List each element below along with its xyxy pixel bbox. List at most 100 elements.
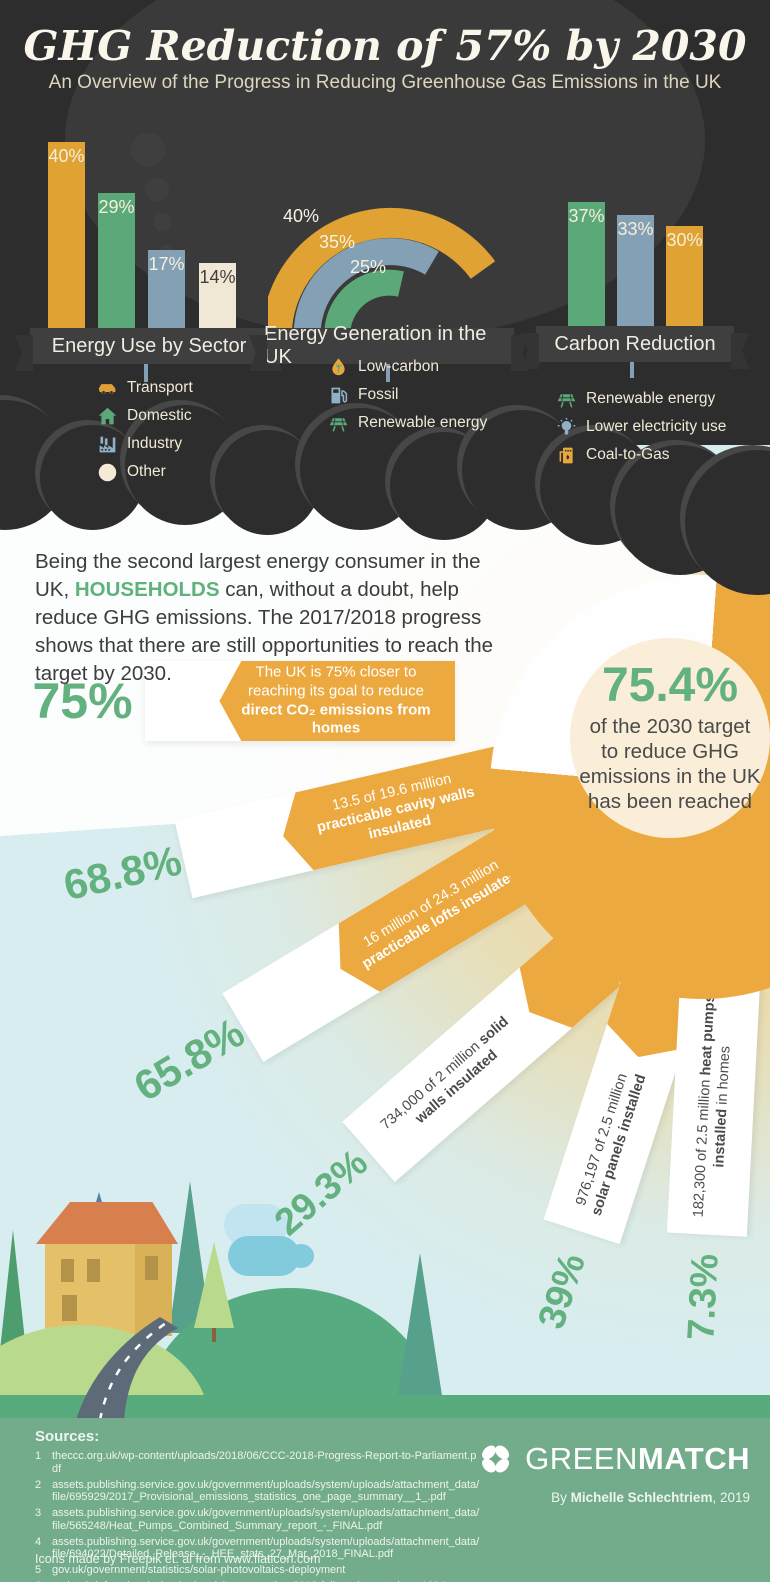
light-bulb-icon xyxy=(557,417,576,434)
ribbon-stem xyxy=(630,362,634,378)
source-item[interactable]: 1 theccc.org.uk/wp-content/uploads/2018/0… xyxy=(35,1450,480,1476)
source-url[interactable]: assets.publishing.service.gov.uk/governm… xyxy=(52,1478,480,1504)
source-url[interactable]: gov.uk/government/statistics/solar-photo… xyxy=(52,1564,346,1576)
ray-text: 182,300 of 2.5 million heat pumps instal… xyxy=(690,993,738,1220)
legend-label: Industry xyxy=(127,435,183,452)
solar-panel-icon xyxy=(329,417,348,432)
grass-strip xyxy=(0,1395,770,1419)
bar-value-label: 14% xyxy=(199,267,236,287)
ray-fill xyxy=(219,661,455,741)
ribbon-energy-use: Energy Use by Sector xyxy=(30,328,268,364)
source-item[interactable]: 6 carbonbrief.org/analysis-uk-electricity… xyxy=(35,1580,480,1582)
arc-chart-energy-generation xyxy=(268,207,496,353)
ray-text-segment: in homes xyxy=(714,1045,734,1110)
legend-item-industry: Industry xyxy=(97,433,193,455)
legend-label: Low-carbon xyxy=(358,358,439,375)
legend-label: Renewable energy xyxy=(586,390,716,407)
source-url[interactable]: carbonbrief.org/analysis-uk-electricity-… xyxy=(52,1580,446,1582)
sun-headline: 75.4% of the 2030 target to reduce GHG e… xyxy=(570,638,770,838)
bar-industry: 17% xyxy=(148,250,185,330)
circle-icon xyxy=(98,463,117,481)
source-number: 1 xyxy=(35,1450,42,1462)
bar-value-label: 30% xyxy=(666,230,703,250)
smoke-puff xyxy=(145,178,169,202)
ray-percentage: 68.8% xyxy=(59,836,186,910)
intro-text: Being the second largest energy consumer… xyxy=(35,550,481,601)
source-url[interactable]: theccc.org.uk/wp-content/uploads/2018/06… xyxy=(52,1450,477,1475)
ray-percentage: 7.3% xyxy=(679,1252,727,1342)
ray-text: The UK is 75% closer to reaching its goa… xyxy=(227,664,445,739)
smoke-puff xyxy=(131,133,165,167)
source-item[interactable]: 5 gov.uk/government/statistics/solar-phot… xyxy=(35,1564,480,1577)
cloud-shape xyxy=(288,1244,314,1268)
bar-transport: 40% xyxy=(48,142,85,330)
legend-label: Other xyxy=(127,463,166,480)
arc-value-label: 35% xyxy=(319,232,356,252)
house-front xyxy=(45,1240,135,1336)
icon-credits: Icons made by Freepik et. al from www.fl… xyxy=(35,1552,321,1566)
sun-headline-value: 75.4% xyxy=(601,659,739,712)
legend-item-transport: Transport xyxy=(97,377,193,399)
solar-panel-icon xyxy=(557,393,576,408)
legend-item-domestic: Domestic xyxy=(97,405,193,427)
sun-headline-caption: of the 2030 target to reduce GHG emissio… xyxy=(579,715,761,813)
ribbon-carbon-reduction: Carbon Reduction xyxy=(536,326,734,362)
page-subtitle: An Overview of the Progress in Reducing … xyxy=(48,72,722,93)
source-url[interactable]: assets.publishing.service.gov.uk/governm… xyxy=(52,1507,480,1532)
source-item[interactable]: 3 assets.publishing.service.gov.uk/govern… xyxy=(35,1507,480,1533)
byline-prefix: By xyxy=(551,1490,571,1505)
header-cloud-section: GHG Reduction of 57% by 2030 An Overview… xyxy=(0,0,770,620)
legend-label: Coal-to-Gas xyxy=(586,446,670,463)
fuel-pump-icon xyxy=(331,387,348,403)
source-number: 2 xyxy=(35,1478,42,1491)
bar-lower-electricity: 33% xyxy=(617,215,654,330)
source-url[interactable]: assets.publishing.service.gov.uk/governm… xyxy=(52,1535,480,1561)
byline: By Michelle Schlechtriem, 2019 xyxy=(478,1490,750,1505)
legend-label: Renewable energy xyxy=(358,414,488,431)
ray-text-bold: direct CO₂ emissions from homes xyxy=(241,701,431,737)
source-number: 5 xyxy=(35,1564,42,1576)
legend-item-fossil: Fossil xyxy=(328,384,487,406)
footer: Sources: 1 theccc.org.uk/wp-content/uploa… xyxy=(0,1418,770,1582)
legend-label: Domestic xyxy=(127,407,192,424)
intro-text: can, without a doubt, help reduce GHG em… xyxy=(35,577,494,685)
arc-value-label: 25% xyxy=(350,257,387,277)
greenmatch-brand: GREENMATCH By Michelle Schlechtriem, 201… xyxy=(478,1432,750,1505)
road xyxy=(76,1317,178,1420)
ribbon-stem xyxy=(386,364,390,382)
byline-suffix: , 2019 xyxy=(712,1490,750,1505)
brand-green: GREEN xyxy=(525,1441,638,1476)
bar-value-label: 37% xyxy=(568,206,605,226)
gas-pump-icon xyxy=(559,447,573,463)
legend-item-low-carbon: Low-carbon xyxy=(328,356,487,378)
bar-renewable-energy: 37% xyxy=(568,202,605,330)
brand-match: MATCH xyxy=(637,1441,750,1476)
page-title: GHG Reduction of 57% by 2030 xyxy=(23,22,747,70)
house-icon xyxy=(98,407,117,424)
bar-domestic: 29% xyxy=(98,193,135,330)
legend-energy-generation: Low-carbon Fossil Renewable energy xyxy=(328,356,487,434)
factory-icon xyxy=(99,436,116,452)
house-window xyxy=(145,1256,158,1280)
source-item[interactable]: 4 assets.publishing.service.gov.uk/govern… xyxy=(35,1536,480,1562)
arc-value-label: 40% xyxy=(283,206,320,226)
intro-highlight: HOUSEHOLDS xyxy=(74,577,220,601)
brand-wordmark: GREENMATCH xyxy=(525,1441,750,1477)
smoke-puff xyxy=(153,213,171,231)
arc-low-carbon xyxy=(268,207,496,353)
legend-item-lower-electricity: Lower electricity use xyxy=(556,416,726,438)
source-item[interactable]: 2 assets.publishing.service.gov.uk/govern… xyxy=(35,1479,480,1505)
ribbon-energy-generation: Energy Generation in the UK xyxy=(264,323,514,368)
car-icon xyxy=(98,383,116,394)
source-number: 3 xyxy=(35,1507,42,1519)
legend-item-other: Other xyxy=(97,461,193,483)
ray-percentage: 75% xyxy=(32,673,133,729)
legend-label: Lower electricity use xyxy=(586,418,727,435)
ray-text-segment: The UK is 75% closer to reaching its goa… xyxy=(248,663,424,700)
bar-value-label: 29% xyxy=(98,197,135,217)
legend-energy-use: Transport Domestic Industry Other xyxy=(97,377,193,483)
tree xyxy=(395,1253,445,1415)
bar-value-label: 17% xyxy=(148,254,185,274)
house-window xyxy=(61,1259,74,1282)
